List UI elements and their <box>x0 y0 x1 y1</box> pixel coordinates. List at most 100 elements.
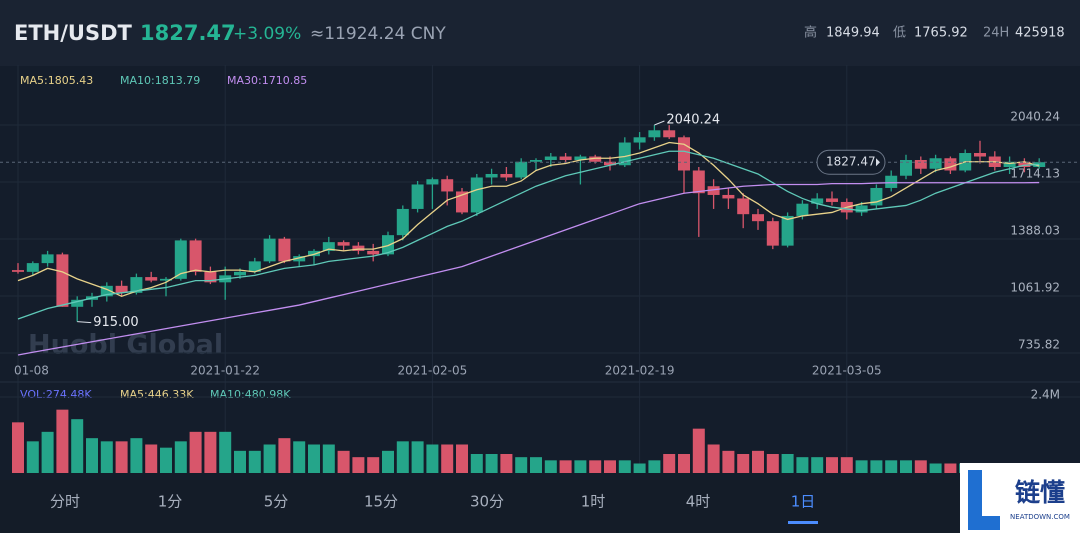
tab[interactable]: 1分 <box>158 493 183 511</box>
candle-body <box>263 238 276 262</box>
candle-body <box>752 214 764 222</box>
candle-body <box>174 240 187 279</box>
tab[interactable]: 分时 <box>50 493 80 511</box>
candle-body <box>100 285 113 297</box>
candle-body <box>974 153 986 157</box>
tab[interactable]: 1时 <box>581 493 606 511</box>
candle-body <box>337 242 350 246</box>
volume-bar <box>441 444 454 473</box>
volume-bar <box>796 457 809 473</box>
volume-bar <box>826 457 838 473</box>
x-tick-label: 2021-01-22 <box>190 364 260 378</box>
volume-bar <box>781 454 794 473</box>
volume-bar <box>633 463 646 473</box>
volume-bar <box>204 431 217 473</box>
watermark: Huobi Global <box>28 330 223 361</box>
volume-bar <box>174 441 187 473</box>
volume-bar <box>870 460 883 473</box>
candle-body <box>1018 161 1031 167</box>
candle-body <box>426 179 439 185</box>
candle-body <box>411 184 424 209</box>
volume-bar <box>885 460 898 473</box>
volume-bar <box>589 460 602 473</box>
candle-body <box>574 156 587 161</box>
volume-bar <box>722 450 735 473</box>
vol-value: 425918 <box>1015 26 1065 41</box>
candle-body <box>441 179 454 192</box>
volume-bar <box>929 463 942 473</box>
candle-body <box>278 238 291 262</box>
candle-body <box>56 254 69 307</box>
min-pointer <box>77 321 92 324</box>
volume-bar <box>914 460 927 473</box>
candle-body <box>914 160 927 169</box>
ma-line <box>17 150 1040 320</box>
volume-bar <box>293 441 306 473</box>
current-price-text: 1827.47 <box>826 155 876 169</box>
volume-bar <box>56 409 69 473</box>
candle-body <box>130 277 143 293</box>
vol-legend: VOL:274.48K <box>20 388 92 401</box>
candle-body <box>322 242 335 251</box>
volume-bar <box>352 457 365 473</box>
volume-bar <box>559 460 572 473</box>
volume-bar <box>189 431 202 473</box>
volume-bar <box>411 441 424 473</box>
candle-body <box>678 137 690 171</box>
candle-body <box>663 130 676 138</box>
volume-bar <box>12 422 24 473</box>
tab[interactable]: 15分 <box>364 493 398 511</box>
candle-body <box>145 277 158 281</box>
volume-bar <box>115 441 128 473</box>
volume-bar <box>396 441 409 473</box>
candle-body <box>559 156 572 161</box>
candle-body <box>589 156 602 162</box>
volume-bar <box>544 460 557 473</box>
volume-bar <box>663 454 676 473</box>
candle-body <box>12 270 24 272</box>
tab[interactable]: 1日 <box>791 493 816 511</box>
ma-legend: MA10:1813.79 <box>120 74 200 87</box>
volume-bar <box>944 463 957 473</box>
volume-bar <box>263 444 276 473</box>
candle-body <box>826 198 838 202</box>
volume-bar <box>130 438 143 473</box>
max-pointer <box>654 120 665 126</box>
volume-bar <box>71 419 84 473</box>
high-label: 高 <box>804 25 817 41</box>
vol-tick-label: 2.4M <box>1031 388 1060 402</box>
candle-body <box>604 161 616 166</box>
tab-bar <box>0 480 1080 533</box>
tab[interactable]: 5分 <box>264 493 289 511</box>
candle-body <box>900 160 912 176</box>
candle-body <box>500 173 513 178</box>
volume-bar <box>855 460 868 473</box>
logo-site: NEATDOWN.COM <box>1010 513 1070 521</box>
logo-name: 链懂 <box>1015 478 1065 507</box>
volume-bar <box>604 460 616 473</box>
candle-body <box>470 177 483 213</box>
low-label: 低 <box>893 26 906 41</box>
candle-body <box>248 261 261 272</box>
candle-body <box>648 130 661 138</box>
y-tick-label: 2040.24 <box>1010 110 1060 124</box>
vol-label: 24H <box>983 26 1009 41</box>
y-tick-label: 1061.92 <box>1010 280 1060 294</box>
pair: ETH/USDT <box>14 21 133 45</box>
y-tick-label: 1388.03 <box>1010 223 1060 237</box>
y-tick-label: 735.82 <box>1018 337 1060 351</box>
volume-bar <box>485 454 498 473</box>
low-value: 1765.92 <box>914 26 968 41</box>
volume-bar <box>515 457 528 473</box>
tab[interactable]: 30分 <box>470 493 504 511</box>
tab[interactable]: 4时 <box>686 493 711 511</box>
volume-bar <box>160 447 172 473</box>
volume-bar <box>426 444 439 473</box>
volume-bar <box>678 454 690 473</box>
candle-body <box>189 240 202 272</box>
volume-bar <box>278 438 291 473</box>
volume-bar <box>100 441 113 473</box>
volume-bar <box>26 441 39 473</box>
min-label: 915.00 <box>93 315 139 330</box>
candle-body <box>293 256 306 262</box>
